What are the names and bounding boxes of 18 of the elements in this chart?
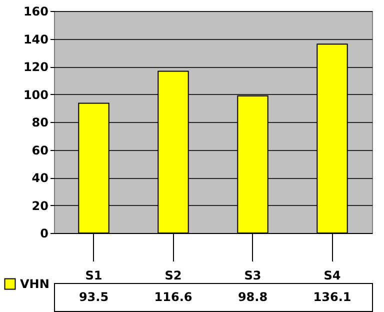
x-tick-label: S1 [85, 268, 102, 282]
y-tick-label: 40 [32, 171, 48, 185]
data-label: 116.6 [154, 290, 192, 304]
y-tick-label: 60 [32, 143, 48, 158]
y-tick-label: 20 [32, 198, 48, 213]
y-tick-label: 140 [23, 32, 48, 46]
y-tick-label: 120 [23, 60, 48, 74]
x-tick-label: S3 [244, 268, 262, 282]
x-tick-label: S2 [164, 268, 182, 282]
data-label: 136.1 [313, 290, 352, 304]
data-label: 98.8 [238, 290, 268, 304]
legend-label: VHN [20, 277, 50, 291]
x-tick-label: S4 [324, 268, 341, 282]
y-tick-label: 80 [32, 116, 48, 130]
y-tick-label: 0 [40, 226, 48, 240]
y-tick-label: 100 [23, 88, 48, 102]
y-tick-label: 160 [23, 4, 48, 18]
data-label: 93.5 [78, 290, 109, 304]
